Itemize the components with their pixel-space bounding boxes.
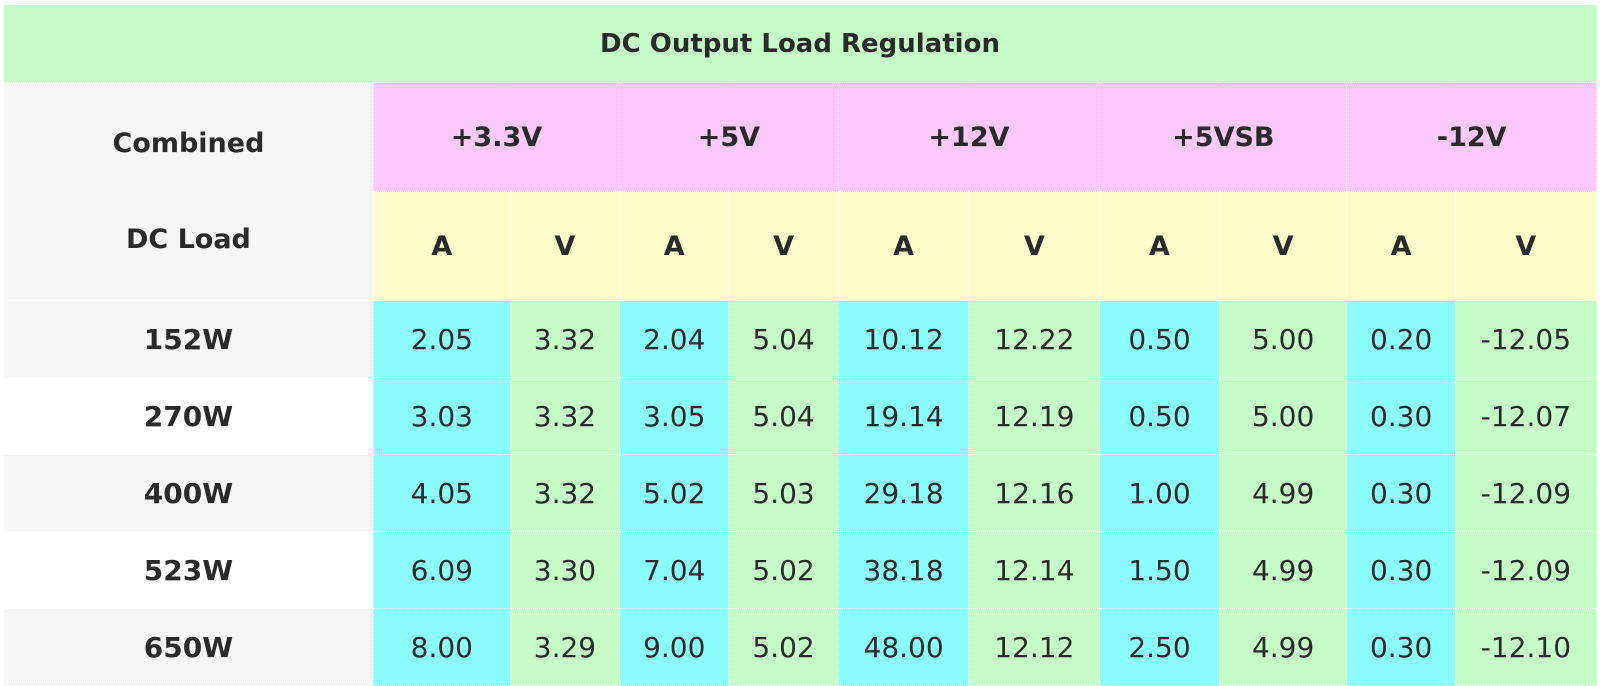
value-cell: 1.00 [1099, 454, 1220, 532]
value-cell: 0.20 [1346, 300, 1456, 378]
value-cell: 4.05 [372, 454, 511, 532]
table-title: DC Output Load Regulation [3, 4, 1597, 83]
unit-header: A [837, 191, 970, 301]
value-cell: 12.16 [968, 454, 1101, 532]
value-cell: 3.32 [509, 377, 621, 455]
value-cell: 1.50 [1099, 531, 1220, 609]
rail-header-12v: +12V [837, 82, 1101, 192]
value-cell: 12.22 [968, 300, 1101, 378]
value-cell: 5.04 [728, 377, 839, 455]
value-cell: 6.09 [372, 531, 511, 609]
value-cell: 12.19 [968, 377, 1101, 455]
value-cell: 2.50 [1099, 608, 1220, 686]
load-cell: 400W [3, 454, 374, 532]
combined-dc-load-header: Combined DC Load [3, 82, 374, 301]
unit-header: V [1454, 191, 1598, 301]
load-cell: 270W [3, 377, 374, 455]
table-row: 650W 8.00 3.29 9.00 5.02 48.00 12.12 2.5… [3, 608, 1598, 686]
load-regulation-table: DC Output Load Regulation Combined DC Lo… [3, 4, 1598, 686]
value-cell: 2.05 [372, 300, 511, 378]
value-cell: 4.99 [1218, 531, 1348, 609]
value-cell: 5.00 [1218, 300, 1348, 378]
value-cell: 5.03 [728, 454, 839, 532]
unit-header: A [1346, 191, 1456, 301]
value-cell: 2.04 [619, 300, 730, 378]
value-cell: 5.00 [1218, 377, 1348, 455]
value-cell: 0.30 [1346, 608, 1456, 686]
value-cell: -12.09 [1454, 454, 1598, 532]
value-cell: 9.00 [619, 608, 730, 686]
rail-header-3v3: +3.3V [372, 82, 621, 192]
rail-header-minus-12v: -12V [1346, 82, 1597, 192]
value-cell: -12.10 [1454, 608, 1598, 686]
rail-header-5v: +5V [619, 82, 839, 192]
value-cell: 8.00 [372, 608, 511, 686]
load-cell: 152W [3, 300, 374, 378]
value-cell: 4.99 [1218, 608, 1348, 686]
value-cell: 5.02 [728, 531, 839, 609]
rail-header-5vsb: +5VSB [1099, 82, 1348, 192]
value-cell: 3.32 [509, 454, 621, 532]
value-cell: 19.14 [837, 377, 970, 455]
table-row: 400W 4.05 3.32 5.02 5.03 29.18 12.16 1.0… [3, 454, 1598, 532]
unit-header: A [1099, 191, 1220, 301]
value-cell: 12.14 [968, 531, 1101, 609]
value-cell: 5.04 [728, 300, 839, 378]
value-cell: 3.05 [619, 377, 730, 455]
unit-header: V [509, 191, 621, 301]
value-cell: 0.30 [1346, 531, 1456, 609]
value-cell: -12.07 [1454, 377, 1598, 455]
load-cell: 523W [3, 531, 374, 609]
value-cell: 38.18 [837, 531, 970, 609]
value-cell: 3.32 [509, 300, 621, 378]
unit-header: A [619, 191, 730, 301]
table-row: 152W 2.05 3.32 2.04 5.04 10.12 12.22 0.5… [3, 300, 1598, 378]
value-cell: -12.05 [1454, 300, 1598, 378]
unit-header: A [372, 191, 511, 301]
value-cell: -12.09 [1454, 531, 1598, 609]
value-cell: 0.50 [1099, 300, 1220, 378]
table-row: 270W 3.03 3.32 3.05 5.04 19.14 12.19 0.5… [3, 377, 1598, 455]
value-cell: 48.00 [837, 608, 970, 686]
value-cell: 3.30 [509, 531, 621, 609]
value-cell: 29.18 [837, 454, 970, 532]
unit-header: V [968, 191, 1101, 301]
value-cell: 5.02 [619, 454, 730, 532]
value-cell: 3.29 [509, 608, 621, 686]
value-cell: 7.04 [619, 531, 730, 609]
table-row: 523W 6.09 3.30 7.04 5.02 38.18 12.14 1.5… [3, 531, 1598, 609]
corner-line-2: DC Load [125, 223, 251, 255]
value-cell: 5.02 [728, 608, 839, 686]
value-cell: 0.50 [1099, 377, 1220, 455]
value-cell: 12.12 [968, 608, 1101, 686]
load-cell: 650W [3, 608, 374, 686]
value-cell: 0.30 [1346, 454, 1456, 532]
value-cell: 0.30 [1346, 377, 1456, 455]
unit-header: V [1218, 191, 1348, 301]
unit-header: V [728, 191, 839, 301]
value-cell: 10.12 [837, 300, 970, 378]
value-cell: 3.03 [372, 377, 511, 455]
corner-line-1: Combined [112, 127, 265, 159]
value-cell: 4.99 [1218, 454, 1348, 532]
